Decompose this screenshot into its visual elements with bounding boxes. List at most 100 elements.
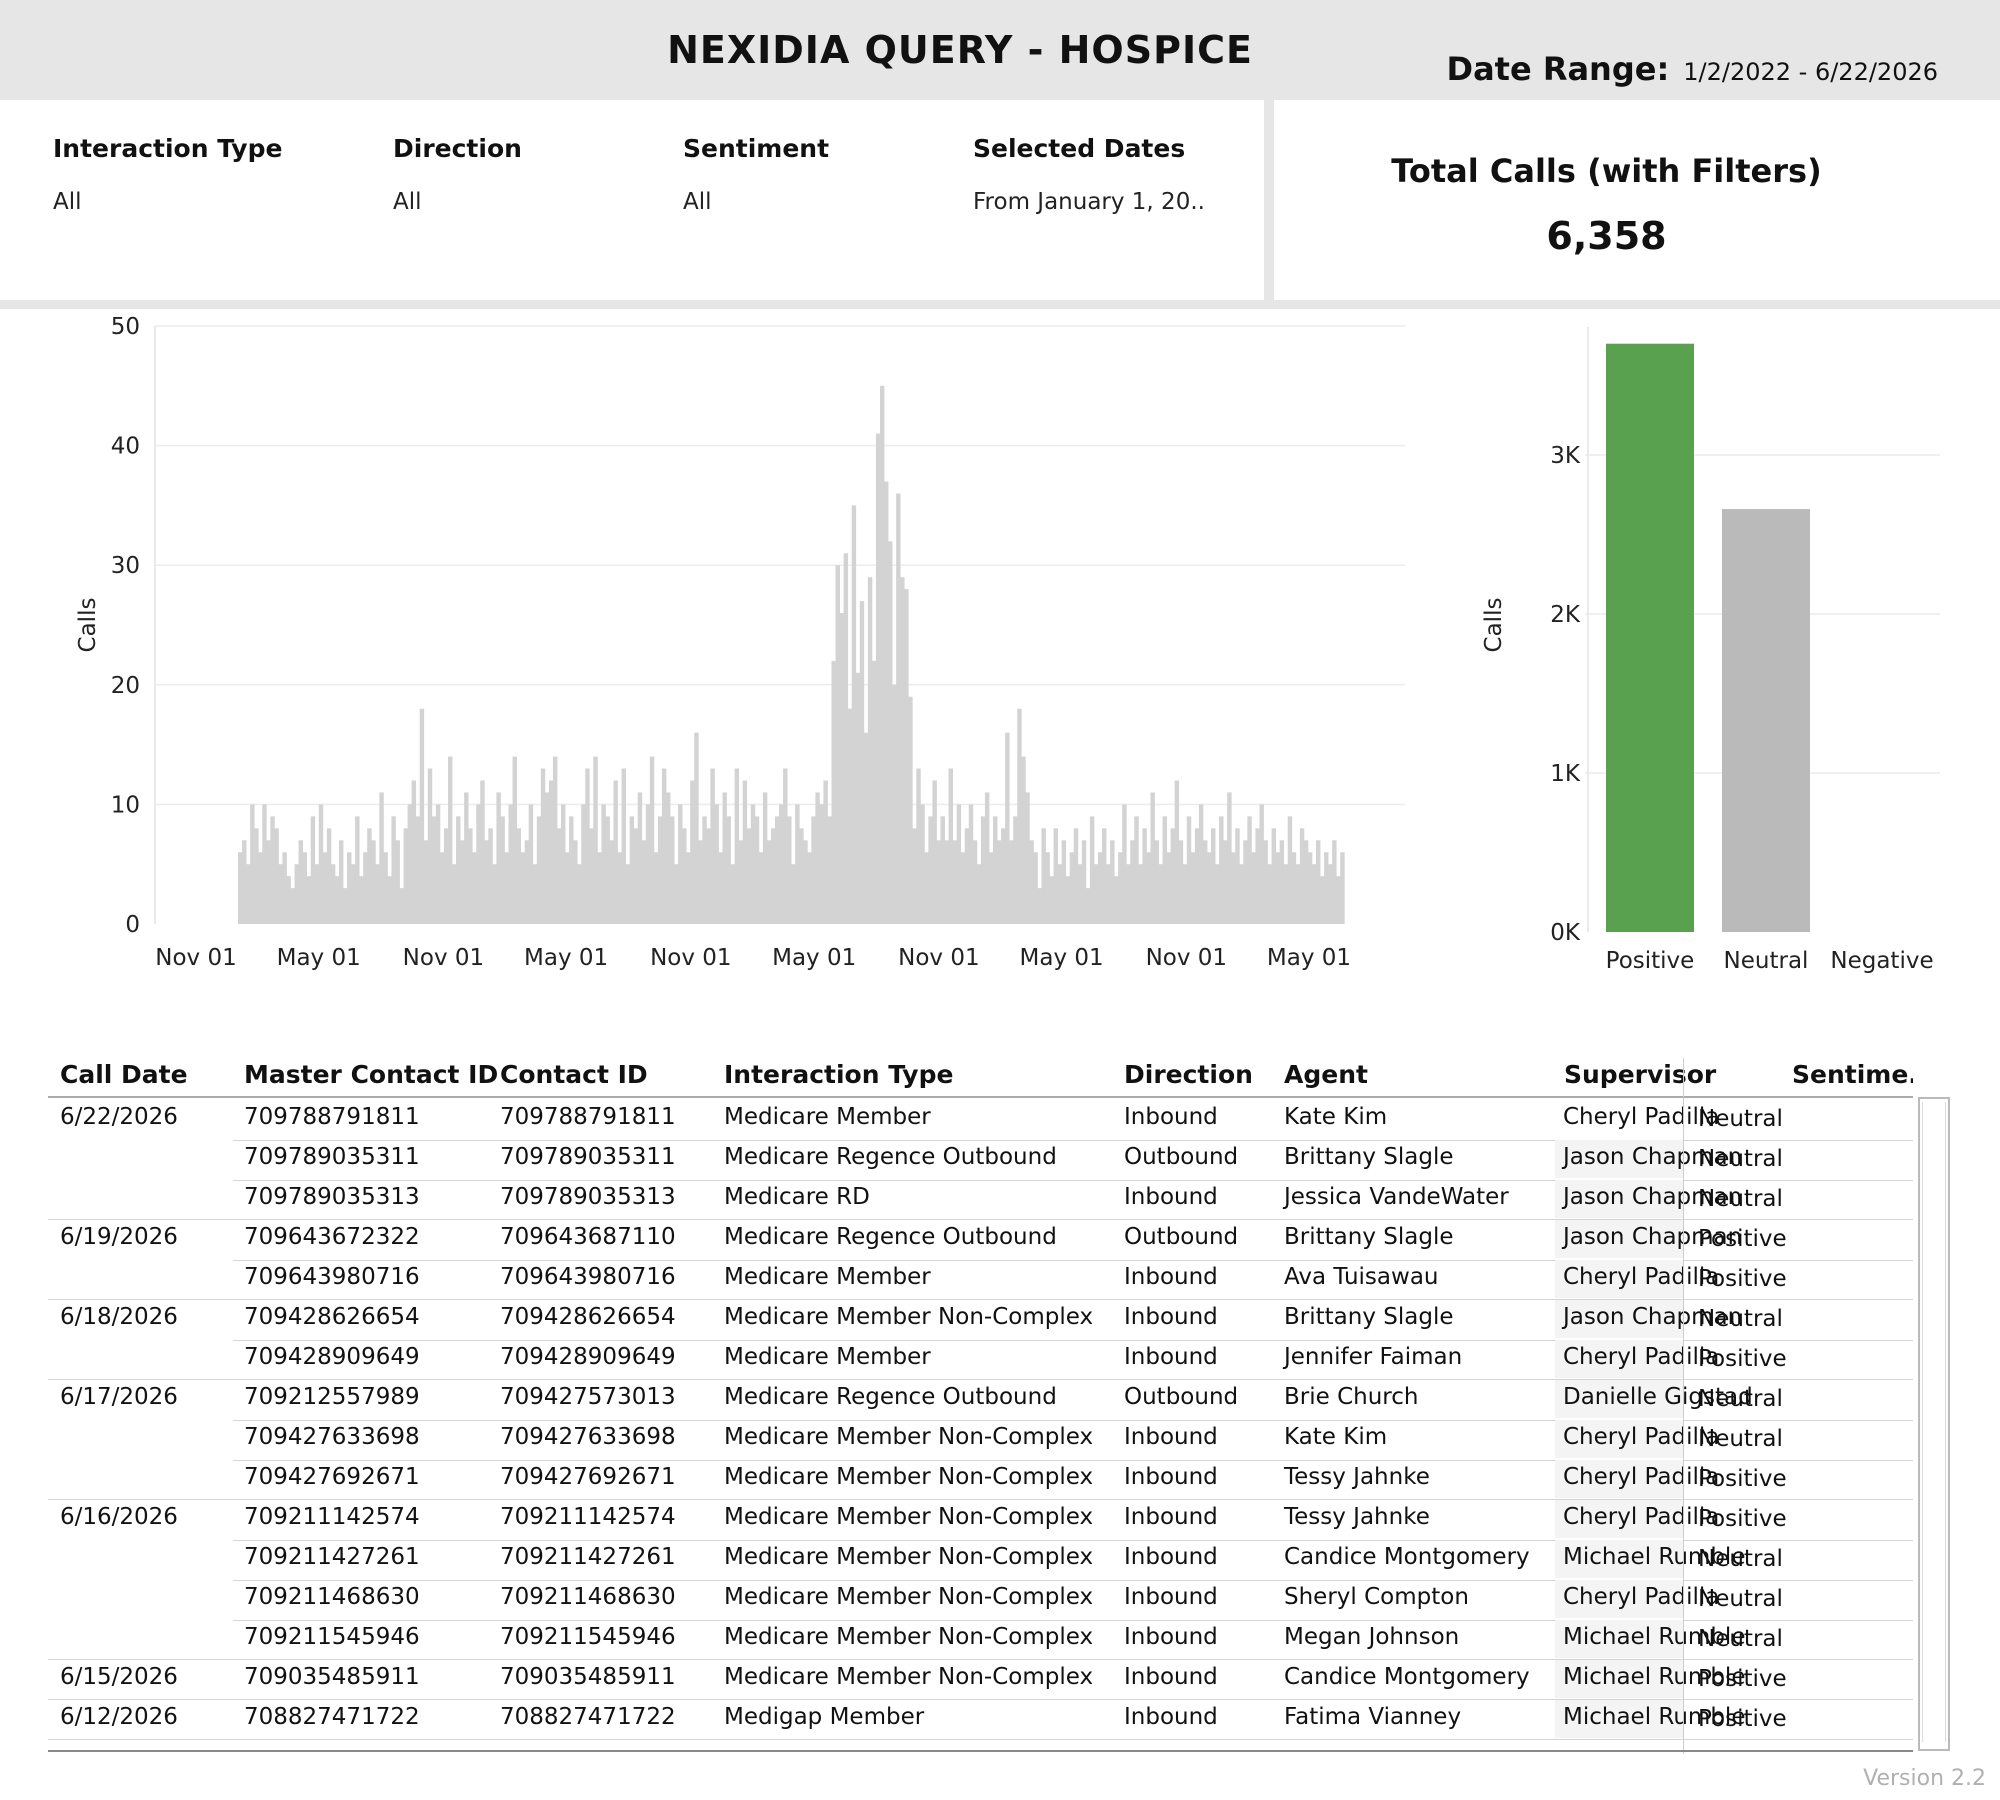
timeline-bar [395,840,400,924]
timeline-bar [492,864,497,924]
table-row[interactable]: 709789035313 709789035313 Medicare RD Inbou… [48,1180,1913,1220]
table-row[interactable]: 6/16/2026 709211142574 709211142574 Medicar… [48,1500,1913,1541]
timeline-bar [512,756,517,924]
timeline-bar [476,804,481,924]
cell-agent: Tessy Jahnke [1284,1464,1430,1490]
cell-interaction-type: Medicare Member Non-Complex [724,1504,1094,1530]
timeline-bar [1174,780,1180,924]
timeline-bar [766,840,772,924]
col-supervisor[interactable]: Supervisor [1564,1060,1717,1089]
x-tick-label: May 01 [1267,945,1351,971]
timeline-bar [682,828,687,924]
timeline-bar [633,828,639,924]
timeline-bar [1307,852,1313,924]
cell-direction: Inbound [1124,1304,1218,1330]
table-row[interactable]: 709211427261 709211427261 Medicare Member … [48,1540,1913,1581]
table-scrollbar[interactable] [1918,1097,1950,1751]
timeline-bar [338,840,344,924]
table-row[interactable]: 709211468630 709211468630 Medicare Member … [48,1580,1913,1621]
timeline-bar [770,828,776,924]
filter-sentiment[interactable]: Sentiment All [683,134,829,215]
cell-contact-id: 709211545946 [500,1624,676,1650]
timeline-bar [254,828,259,924]
timeline-bar [504,852,509,924]
cell-supervisor: Cheryl Padilla [1555,1260,1719,1298]
filter-label: Interaction Type [53,134,283,163]
col-sentiment[interactable]: Sentime.. [1792,1060,1913,1089]
cell-direction: Inbound [1124,1704,1218,1730]
table-row[interactable]: 6/12/2026 708827471722 708827471722 Medigap… [48,1700,1913,1740]
cell-sentiment: Neutral [1698,1146,1783,1172]
cell-master-contact-id: 709428626654 [244,1304,420,1330]
cell-agent: Megan Johnson [1284,1624,1460,1650]
filter-value[interactable]: All [393,189,422,215]
table-row[interactable]: 6/15/2026 709035485911 709035485911 Medicar… [48,1660,1913,1700]
calls-table: Call Date Master Contact ID Contact ID I… [48,1058,1913,1754]
timeline-bar [863,732,869,924]
scrollbar-thumb[interactable] [1922,1102,1946,1742]
filter-direction[interactable]: Direction All [393,134,522,215]
filter-value[interactable]: All [683,189,712,215]
table-row[interactable]: 709211545946 709211545946 Medicare Member … [48,1620,1913,1660]
timeline-bar [944,840,949,924]
table-row[interactable]: 709643980716 709643980716 Medicare Member I… [48,1260,1913,1300]
timeline-bar [1223,840,1228,924]
timeline-bar [916,768,921,924]
timeline-bar [892,684,897,924]
table-row[interactable]: 709427692671 709427692671 Medicare Member … [48,1460,1913,1500]
col-direction[interactable]: Direction [1124,1060,1253,1089]
timeline-bar [274,828,279,924]
timeline-bar [1025,792,1030,924]
row-divider [233,1260,1913,1261]
table-row[interactable]: 6/17/2026 709212557989 709427573013 Medicar… [48,1380,1913,1421]
timeline-bar [484,840,489,924]
filter-value[interactable]: All [53,189,82,215]
cell-agent: Sheryl Compton [1284,1584,1469,1610]
col-interaction-type[interactable]: Interaction Type [724,1060,954,1089]
col-agent[interactable]: Agent [1284,1060,1368,1089]
col-call-date[interactable]: Call Date [60,1060,188,1089]
timeline-bar [1287,816,1293,924]
table-row[interactable]: 709427633698 709427633698 Medicare Member … [48,1420,1913,1461]
timeline-bar [815,792,820,924]
table-row[interactable]: 6/19/2026 709643672322 709643687110 Medicar… [48,1220,1913,1261]
cell-sentiment: Positive [1698,1666,1787,1692]
x-tick-label: Positive [1606,948,1695,974]
cell-master-contact-id: 709428909649 [244,1344,420,1370]
row-divider [233,1420,1913,1421]
col-master-contact-id[interactable]: Master Contact ID [244,1060,499,1089]
timeline-bar [1299,828,1305,924]
timeline-bar [322,852,328,924]
timeline-bar [1202,840,1208,924]
cell-agent: Kate Kim [1284,1104,1388,1130]
timeline-bar [452,864,457,924]
table-row[interactable]: 709789035311 709789035311 Medicare Regence… [48,1140,1913,1181]
filter-interaction-type[interactable]: Interaction Type All [53,134,282,215]
filter-value[interactable]: From January 1, 20.. [973,189,1205,215]
table-row[interactable]: 6/22/2026 709788791811 709788791811 Medicar… [48,1100,1913,1141]
timeline-bar [855,672,861,924]
col-contact-id[interactable]: Contact ID [500,1060,648,1089]
section-divider [0,300,2000,309]
cell-supervisor: Danielle Gigstad [1555,1380,1753,1418]
table-row[interactable]: 6/18/2026 709428626654 709428626654 Medicar… [48,1300,1913,1341]
timeline-bar [407,804,413,924]
table-row[interactable]: 709428909649 709428909649 Medicare Member I… [48,1340,1913,1380]
timeline-bar [956,804,962,924]
table-header: Call Date Master Contact ID Contact ID I… [48,1058,1913,1098]
sentiment-chart: 0K 1K 2K 3K Calls Positive Neutral Negative [1440,309,2000,1009]
timeline-bar [581,804,586,924]
timeline-bar [1033,852,1038,924]
timeline-bar [520,852,526,924]
timeline-bar [1013,816,1018,924]
panel-divider [1264,100,1274,302]
timeline-bar [528,804,534,924]
page-title: NEXIDIA QUERY - HOSPICE [667,28,1253,72]
cell-contact-id: 709643687110 [500,1224,676,1250]
timeline-bar [714,804,719,924]
cell-interaction-type: Medicare Member [724,1344,931,1370]
filter-selected-dates[interactable]: Selected Dates From January 1, 20.. [973,134,1205,215]
timeline-bar [924,852,929,924]
timeline-bar [1328,864,1333,924]
timeline-bar [779,804,784,924]
